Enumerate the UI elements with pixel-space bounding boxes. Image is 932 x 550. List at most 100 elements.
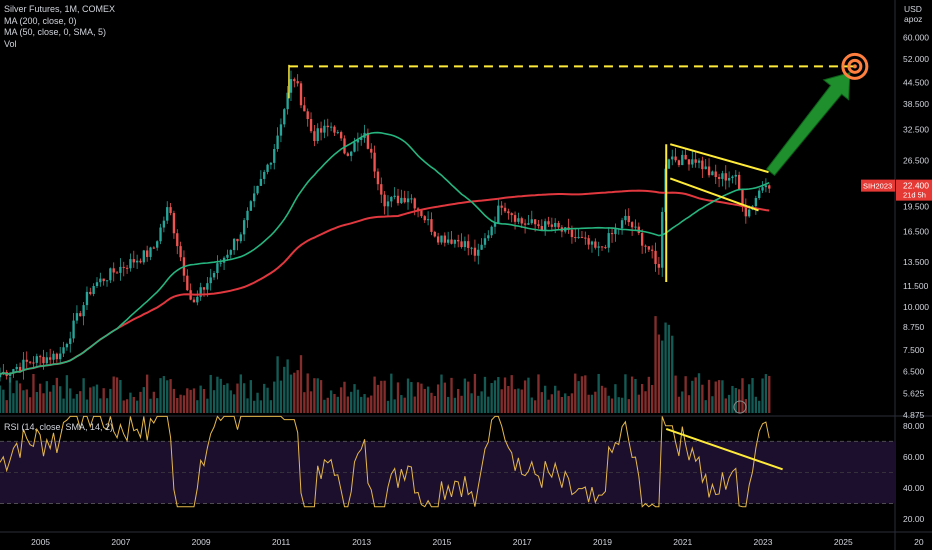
candle-body <box>597 246 600 248</box>
ma200-label: MA (200, close, 0) <box>4 15 77 26</box>
y-tick-label: 16.500 <box>903 227 929 237</box>
y-tick-label: 19.500 <box>903 201 929 211</box>
volume-bar <box>510 375 513 413</box>
candle-body <box>754 198 758 207</box>
volume-bar <box>473 373 477 413</box>
candle-body <box>587 238 590 245</box>
candle-body <box>309 119 313 132</box>
scale-mode: apoz <box>904 14 923 24</box>
candle-body <box>152 247 156 249</box>
candle-body <box>600 246 604 248</box>
candle-body <box>169 207 172 214</box>
candle-body <box>480 244 483 250</box>
volume-bar <box>232 394 236 413</box>
candle-body <box>69 338 72 344</box>
volume-bar <box>560 397 564 413</box>
volume-label: Vol <box>4 38 17 49</box>
volume-bar <box>493 380 497 413</box>
volume-bar <box>313 378 316 413</box>
candle-body <box>647 246 651 250</box>
candle-body <box>386 201 390 207</box>
currency-label: USD apoz <box>904 4 922 24</box>
volume-bar <box>69 388 72 413</box>
volume-bar <box>617 397 620 413</box>
candle-body <box>102 278 105 282</box>
y-tick-label: 44.500 <box>903 77 929 87</box>
rsi-tick-label: 80.00 <box>903 421 925 431</box>
symbol-tag-bg <box>861 179 895 192</box>
volume-bar <box>316 378 319 413</box>
candle-body <box>346 153 350 156</box>
candle-body <box>25 359 28 362</box>
candle-body <box>376 171 380 185</box>
candle-body <box>483 238 487 245</box>
candle-body <box>420 209 423 217</box>
candle-body <box>55 353 59 360</box>
candle-body <box>326 125 329 128</box>
candle-body <box>12 369 15 373</box>
volume-bar <box>440 374 443 413</box>
volume-bar <box>651 384 654 413</box>
volume-bar <box>149 398 152 413</box>
rsi-tick-label: 40.00 <box>903 483 925 493</box>
volume-bar <box>363 394 366 413</box>
candle-body <box>99 278 102 283</box>
candle-body <box>624 215 627 221</box>
candle-body <box>350 151 353 156</box>
volume-bar <box>166 380 169 413</box>
candle-body <box>741 189 744 207</box>
volume-bar <box>283 366 286 413</box>
candle-body <box>410 198 413 200</box>
x-tick-label: 2007 <box>111 537 130 547</box>
volume-bar <box>634 378 637 413</box>
volume-bar <box>115 377 119 413</box>
volume-bar <box>503 377 507 413</box>
volume-bar <box>263 383 266 413</box>
candle-body <box>654 250 657 265</box>
candle-body <box>707 166 711 176</box>
candle-body <box>594 241 597 248</box>
price-tag-bg <box>896 179 932 201</box>
volume-bar <box>139 391 142 413</box>
candle-body <box>406 198 410 203</box>
candle-body <box>530 219 533 224</box>
volume-bar <box>393 399 396 413</box>
volume-bar <box>339 387 343 413</box>
volume-bar <box>644 391 647 413</box>
candle-body <box>289 79 293 93</box>
volume-bar <box>681 391 684 413</box>
candle-body <box>42 356 45 364</box>
y-tick-label: 8.750 <box>903 322 925 332</box>
candle-body <box>681 154 684 166</box>
target-icon-dot <box>852 64 857 69</box>
candle-body <box>513 215 517 222</box>
volume-bar <box>640 383 644 413</box>
candle-body <box>507 211 510 214</box>
volume-bar <box>169 379 172 413</box>
volume-bar <box>326 397 329 413</box>
volume-bar <box>517 388 520 413</box>
candle-body <box>500 205 503 208</box>
candle-body <box>48 357 52 360</box>
candle-body <box>353 142 356 152</box>
x-tick-label: 2005 <box>31 537 50 547</box>
volume-bar <box>691 380 694 413</box>
volume-bar <box>206 398 209 413</box>
candle-body <box>199 287 202 297</box>
volume-bar <box>570 393 574 413</box>
candle-body <box>329 126 333 128</box>
volume-bar <box>216 376 219 413</box>
candle-body <box>717 177 721 179</box>
volume-bar <box>152 391 156 413</box>
volume-bar <box>620 397 624 413</box>
volume-bar <box>671 335 674 413</box>
volume-bar <box>109 388 112 413</box>
candle-body <box>517 218 520 222</box>
volume-bar <box>303 392 306 413</box>
candle-body <box>694 159 697 163</box>
volume-bar <box>667 324 671 413</box>
candle-body <box>85 291 89 306</box>
volume-bar <box>380 380 383 413</box>
candle-body <box>0 374 2 378</box>
